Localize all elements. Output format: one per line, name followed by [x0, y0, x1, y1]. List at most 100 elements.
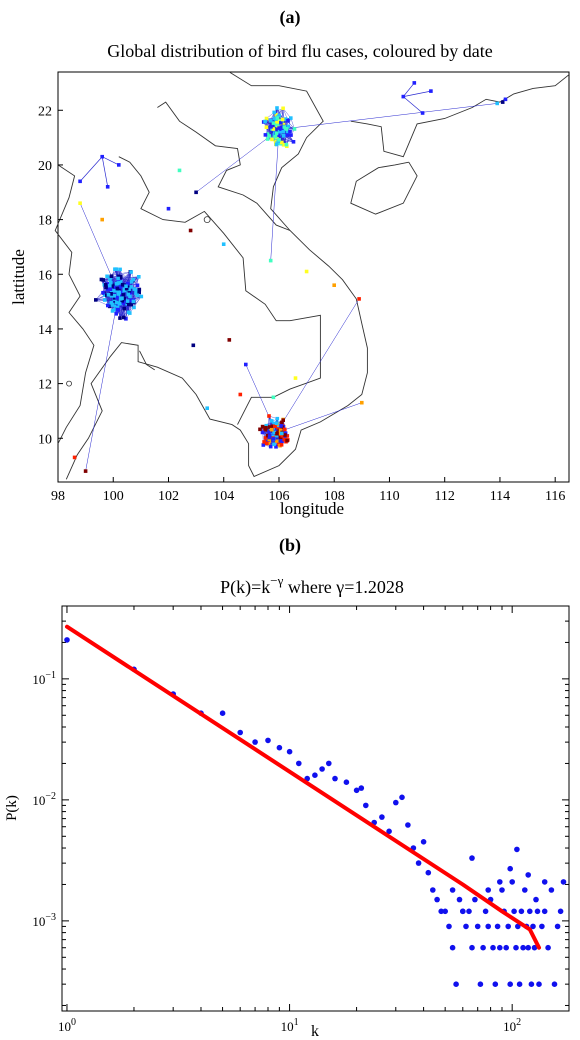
case-node [134, 288, 138, 292]
map-ytick-label: 18 [38, 214, 52, 229]
degree-point [312, 772, 318, 778]
case-node [227, 338, 232, 342]
case-node [291, 140, 296, 144]
degree-point [509, 879, 515, 885]
degree-point [515, 923, 521, 930]
case-node [275, 421, 279, 425]
case-node [269, 419, 274, 423]
degree-point [477, 981, 484, 987]
case-node [127, 287, 131, 292]
case-node [118, 275, 123, 279]
map-ytick-label: 10 [38, 432, 52, 447]
coastline-segment [54, 164, 95, 444]
network-edge [290, 118, 295, 130]
case-node [279, 125, 284, 129]
panel-a-label: (a) [280, 7, 301, 28]
case-node [117, 290, 122, 295]
powerlaw-title: P(k)=k−γ where γ=1.2028 [220, 573, 404, 598]
case-node [275, 116, 280, 120]
case-node [285, 133, 290, 137]
degree-point [469, 944, 475, 951]
map-ytick-label: 16 [38, 268, 52, 283]
case-node [100, 217, 104, 222]
coastline-segment [350, 74, 570, 158]
case-node [106, 303, 110, 308]
degree-point [442, 908, 449, 915]
map-xlabel: longitude [280, 499, 344, 518]
case-node [274, 113, 279, 117]
network-edge [403, 90, 431, 97]
case-node [137, 275, 141, 279]
pl-ytick-base: 10 [32, 793, 45, 808]
degree-point [449, 944, 456, 951]
case-node [261, 443, 266, 447]
degree-point [507, 981, 513, 987]
case-node [500, 100, 505, 104]
degree-point [453, 981, 459, 987]
case-node [129, 280, 134, 284]
degree-point [252, 739, 258, 745]
degree-point [497, 944, 503, 951]
case-node [109, 274, 114, 278]
case-node [271, 121, 276, 125]
case-node [131, 299, 136, 304]
map-plot: 98 100 102 104 106 108 110 112 114 116 10 12 14 16 18 2… [38, 71, 570, 504]
case-node [274, 445, 278, 449]
case-node [135, 283, 140, 288]
case-node [105, 274, 109, 279]
degree-point [430, 887, 436, 893]
case-node [289, 133, 293, 137]
pl-xtick-base: 10 [503, 1019, 516, 1034]
pl-xtick-exp: 2 [516, 1017, 521, 1028]
degree-point [276, 744, 283, 751]
case-node [274, 131, 279, 136]
degree-point [446, 923, 452, 930]
case-node [124, 317, 128, 321]
map-ytick-label: 20 [38, 159, 52, 174]
degree-point [343, 779, 350, 785]
case-node [281, 129, 286, 134]
case-node [112, 289, 117, 293]
map-xtick-label: 104 [213, 489, 234, 504]
degree-point [386, 828, 392, 835]
case-node [263, 428, 268, 432]
case-node [112, 307, 117, 312]
case-node [109, 300, 114, 305]
degree-point [548, 887, 555, 893]
case-node [83, 469, 88, 473]
case-node [281, 418, 285, 422]
case-node [273, 424, 277, 429]
pl-xtick-exp: 1 [294, 1017, 299, 1028]
case-node [275, 416, 280, 421]
case-node [264, 116, 269, 121]
case-node [100, 154, 104, 159]
degree-point [494, 923, 501, 930]
case-node [116, 293, 120, 297]
case-node [101, 290, 105, 295]
coastline-outline [54, 71, 570, 480]
degree-point [332, 775, 338, 782]
powerlaw-title-exponent: −γ [270, 573, 283, 588]
degree-point [518, 908, 525, 915]
case-node [122, 288, 127, 293]
case-node [112, 294, 116, 298]
degree-point [545, 944, 551, 951]
case-node [110, 309, 115, 313]
powerlaw-xlabel: k [311, 1023, 319, 1040]
case-node [332, 283, 336, 287]
case-node [128, 294, 132, 299]
case-node [280, 420, 284, 425]
map-axis-ticks: 98 100 102 104 106 108 110 112 114 116 10 12 14 16 18 2… [38, 104, 565, 504]
case-node [360, 400, 364, 405]
map-xtick-label: 102 [158, 489, 179, 504]
case-node [265, 433, 270, 438]
case-node [279, 424, 283, 428]
case-node [108, 287, 113, 291]
network-edge [102, 156, 119, 166]
island-outline [66, 380, 72, 387]
map-xtick-label: 110 [379, 489, 399, 504]
case-node [265, 137, 270, 141]
case-node [503, 97, 508, 102]
map-xtick-label: 114 [490, 489, 510, 504]
case-node [283, 117, 288, 121]
